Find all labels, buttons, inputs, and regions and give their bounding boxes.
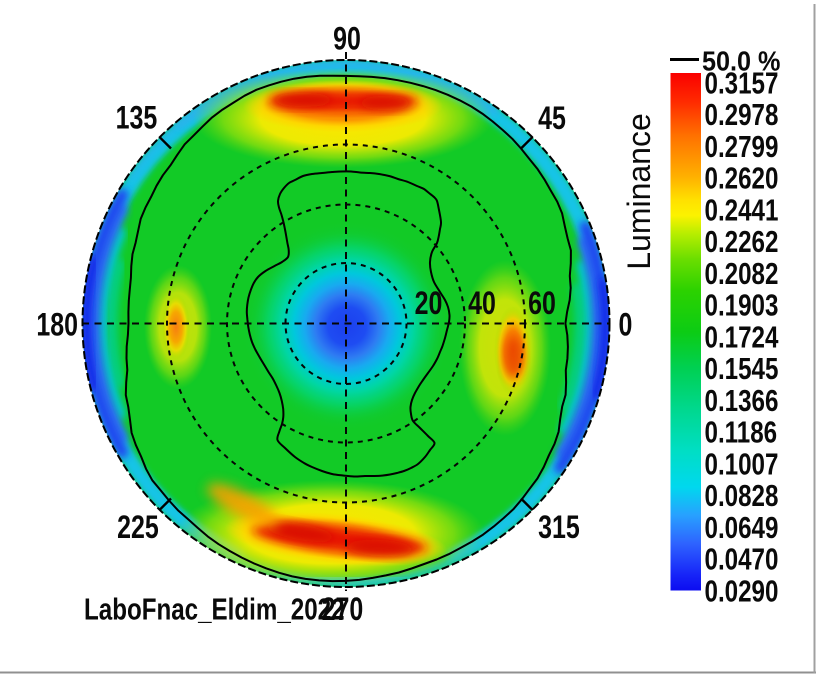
- svg-text:0.1545: 0.1545: [705, 351, 779, 386]
- svg-text:0.0649: 0.0649: [705, 510, 779, 545]
- svg-text:0.1903: 0.1903: [705, 288, 779, 323]
- svg-text:60: 60: [528, 286, 556, 322]
- svg-text:0.2978: 0.2978: [705, 97, 779, 132]
- svg-text:Luminance: Luminance: [621, 113, 657, 270]
- svg-text:50.0 %: 50.0 %: [702, 45, 780, 77]
- svg-text:0.1186: 0.1186: [705, 415, 778, 450]
- svg-text:135: 135: [116, 101, 158, 137]
- svg-text:0.2620: 0.2620: [705, 161, 779, 196]
- svg-text:0.2441: 0.2441: [705, 192, 779, 227]
- svg-text:225: 225: [117, 510, 159, 546]
- svg-text:0.1724: 0.1724: [705, 319, 779, 354]
- svg-text:0.2262: 0.2262: [705, 224, 779, 259]
- svg-text:0.1366: 0.1366: [705, 383, 779, 418]
- svg-text:LaboFnac_Eldim_2022: LaboFnac_Eldim_2022: [84, 592, 345, 627]
- svg-text:315: 315: [538, 510, 580, 546]
- svg-text:0.2082: 0.2082: [705, 256, 779, 291]
- svg-text:40: 40: [468, 286, 496, 322]
- svg-text:0.3157: 0.3157: [705, 65, 779, 100]
- svg-text:0.0828: 0.0828: [705, 478, 779, 513]
- svg-text:0.0290: 0.0290: [705, 573, 779, 608]
- svg-text:0.2799: 0.2799: [705, 129, 779, 164]
- svg-text:90: 90: [333, 22, 361, 58]
- svg-text:0.0470: 0.0470: [705, 542, 779, 577]
- svg-text:180: 180: [36, 308, 78, 344]
- svg-text:270: 270: [322, 592, 364, 628]
- svg-text:0: 0: [619, 308, 633, 344]
- svg-text:20: 20: [415, 286, 443, 322]
- svg-text:0.1007: 0.1007: [705, 446, 779, 481]
- svg-text:45: 45: [538, 101, 566, 137]
